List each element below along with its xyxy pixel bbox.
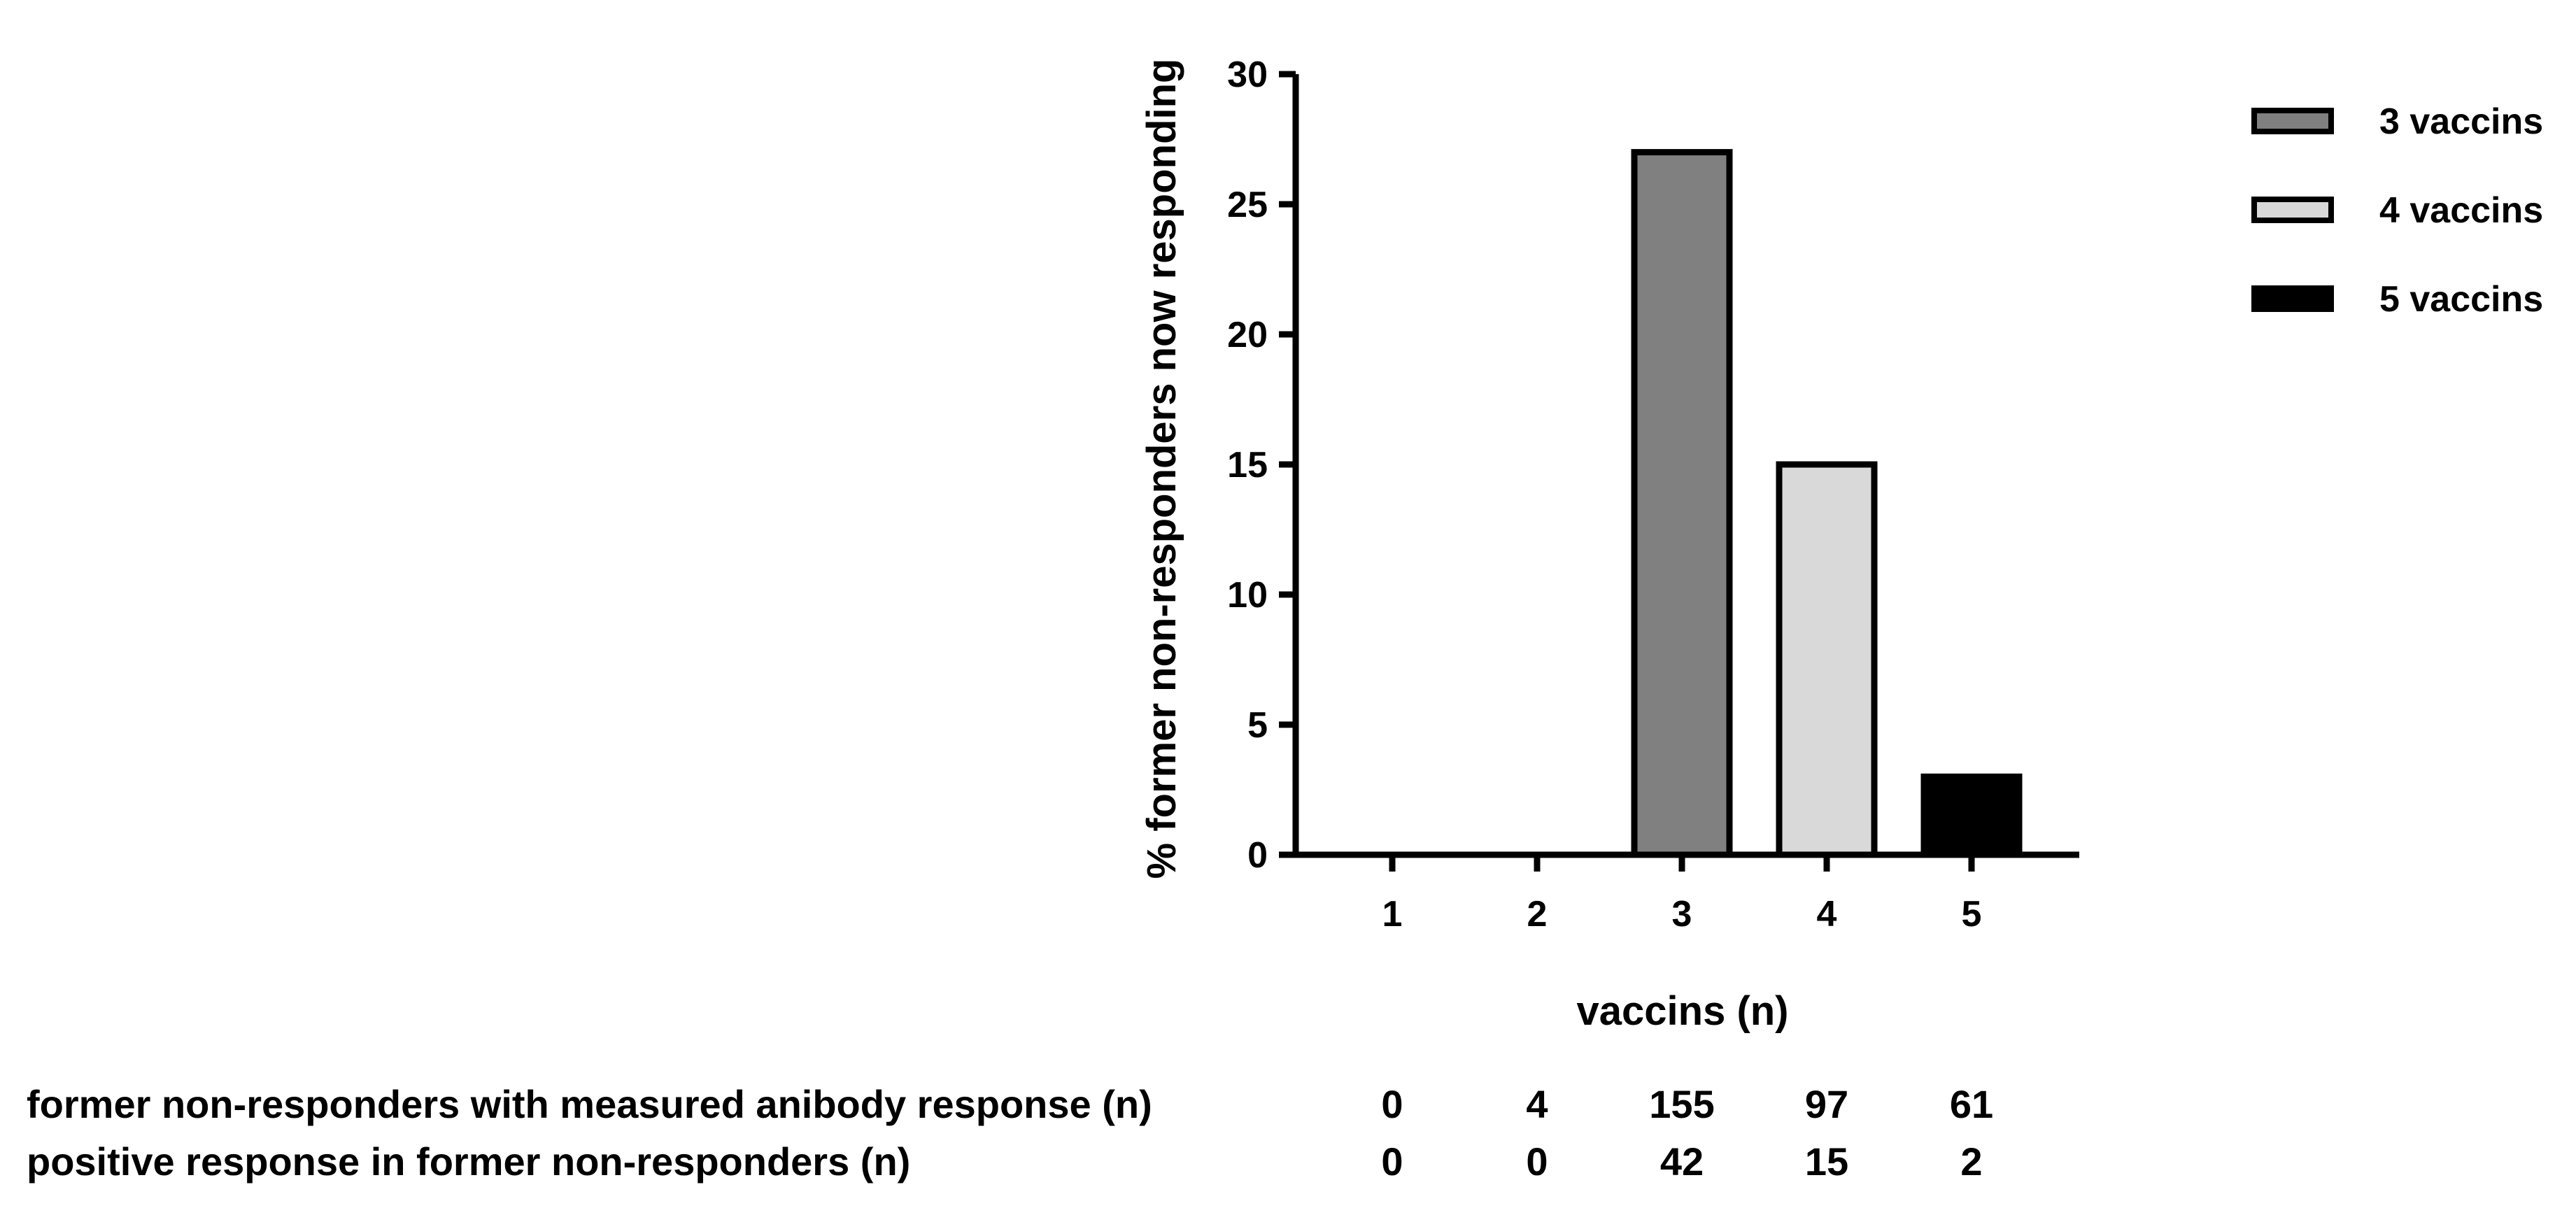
y-tick-label: 5 [1247, 705, 1268, 746]
legend-swatch [2251, 197, 2334, 223]
table-cell: 0 [1381, 1082, 1403, 1126]
table-cell: 4 [1526, 1082, 1548, 1126]
x-tick-label: 5 [1962, 894, 1982, 935]
x-tick-label: 2 [1527, 894, 1548, 935]
y-tick-label: 25 [1227, 185, 1268, 225]
bar-4 [1776, 461, 1878, 858]
table-cell: 155 [1649, 1082, 1714, 1126]
x-tick-label: 3 [1672, 894, 1692, 935]
y-tick-label: 20 [1227, 315, 1268, 355]
bar-3 [1631, 149, 1733, 858]
table-cell: 0 [1381, 1139, 1403, 1184]
bars [1631, 149, 2023, 858]
table-cell: 15 [1805, 1139, 1848, 1184]
legend-label: 4 vaccins [2379, 190, 2543, 231]
y-tick-label: 15 [1227, 445, 1268, 485]
legend-label: 5 vaccins [2379, 279, 2543, 320]
x-tick-label: 4 [1817, 894, 1837, 935]
table-row-label: positive response in former non-responde… [27, 1139, 910, 1184]
y-axis-title: % former non-responders now responding [1139, 59, 1184, 879]
legend-swatch [2251, 285, 2334, 312]
table-cell: 61 [1950, 1082, 1993, 1126]
bar-5 [1920, 773, 2023, 858]
legend-swatch [2251, 108, 2334, 134]
x-axis-ticks: 1 2 3 4 5 [1382, 855, 1982, 935]
x-axis-title: vaccins (n) [1577, 988, 1789, 1034]
table-cell: 42 [1660, 1139, 1704, 1184]
y-tick-label: 30 [1227, 55, 1268, 95]
table-cell: 0 [1526, 1139, 1548, 1184]
y-tick-label: 0 [1247, 835, 1268, 876]
x-tick-label: 1 [1382, 894, 1403, 935]
legend-label: 3 vaccins [2379, 101, 2543, 142]
legend: 3 vaccins 4 vaccins 5 vaccins [2251, 101, 2543, 320]
table-cell: 2 [1960, 1139, 1982, 1184]
table-row-label: former non-responders with measured anib… [27, 1082, 1152, 1126]
y-axis-ticks: 0 5 10 15 20 25 30 [1227, 55, 1296, 876]
table-cell: 97 [1805, 1082, 1848, 1126]
data-table: former non-responders with measured anib… [27, 1082, 1993, 1184]
y-tick-label: 10 [1227, 575, 1268, 616]
